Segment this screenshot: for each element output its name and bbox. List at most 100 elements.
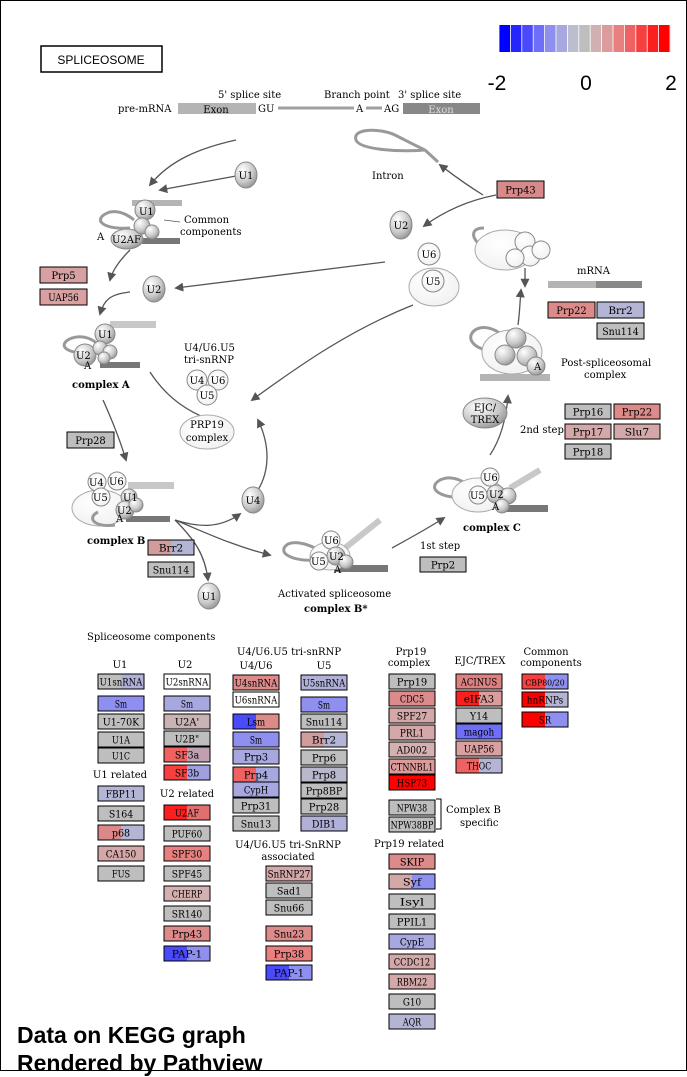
gene-node[interactable]: CypE [388,933,436,950]
gene-node[interactable]: SnRNP27 [265,865,313,882]
gene-node[interactable]: Snu66 [265,899,313,916]
section-u2-related: U2 related [160,789,215,800]
gene-node[interactable]: p68 [97,824,145,841]
gene-node[interactable]: AQR [388,1013,436,1030]
gene-node[interactable]: Snu114 [147,561,195,578]
gene-node[interactable]: Slu7 [613,423,661,440]
gene-node[interactable]: SR140 [163,905,211,922]
gene-node[interactable]: Sm [232,731,280,748]
gene-node[interactable]: Snu114 [596,322,645,340]
gene-box-border [265,899,313,916]
gene-node[interactable]: Snu114 [300,713,348,730]
gene-node[interactable]: DIB1 [300,815,348,832]
gene-node[interactable]: Prp3 [232,748,280,765]
gene-node[interactable]: Isyl [388,893,436,910]
gene-node[interactable]: hnRNPs [521,691,569,708]
gene-node[interactable]: CA150 [97,845,145,862]
gene-node[interactable]: Prp5 [39,266,88,284]
tri-snrnp-line1: U4/U6.U5 [184,343,235,354]
gene-node[interactable]: Snu13 [232,815,280,832]
gene-node[interactable]: UAP56 [455,740,503,757]
gene-node[interactable]: U1-70K [97,713,145,730]
gene-node[interactable]: U2B" [163,730,211,747]
gene-node[interactable]: NPW38BP [388,816,436,833]
gene-node[interactable]: U1C [97,747,145,764]
gene-node[interactable]: Prp17 [564,423,612,440]
gene-node[interactable]: Syf [388,873,436,890]
gene-node[interactable]: PAP-1 [265,964,313,981]
gene-node[interactable]: FUS [97,865,145,882]
gene-node[interactable]: Y14 [455,707,503,724]
gene-node[interactable]: U4snRNA [232,674,280,691]
gene-node[interactable]: CypH [232,781,280,798]
gene-node[interactable]: Prp8 [300,766,348,783]
gene-node[interactable]: U2A' [163,713,211,730]
gene-node[interactable]: G10 [388,993,436,1010]
gene-node[interactable]: CDC5 [388,690,436,707]
gene-node[interactable]: SKIP [388,853,436,870]
u2-snrnp-right [389,210,413,240]
gene-node[interactable]: U1snRNA [97,673,145,690]
gene-node[interactable]: RBM22 [388,973,436,990]
gene-node[interactable]: PPIL1 [388,913,436,930]
gene-node[interactable]: Brr2 [596,301,645,319]
gene-node[interactable]: FBP11 [97,785,145,802]
gene-node[interactable]: Prp18 [564,443,612,460]
gene-node[interactable]: U5snRNA [300,674,348,691]
gene-node[interactable]: magoh [455,723,503,740]
cbs-a-label: A [333,565,342,576]
gene-node[interactable]: AD002 [388,741,436,758]
gene-node[interactable]: CTNNBL1 [388,758,436,775]
gene-node[interactable]: Prp8BP [300,782,348,799]
gene-node[interactable]: Snu23 [265,925,313,942]
complex-b: U4 U6 U5 U1 U2 A complex B [71,471,174,547]
gene-node[interactable]: Prp4 [232,766,280,783]
gene-node[interactable]: S164 [97,805,145,822]
gene-node[interactable]: SR [521,711,569,728]
gene-node[interactable]: Prp16 [564,403,612,420]
gene-label: SPF27 [397,711,427,723]
gene-node[interactable]: Prp22 [547,301,596,319]
gene-node[interactable]: U1A [97,731,145,748]
gene-node[interactable]: SF3a [163,746,211,763]
gene-node[interactable]: Prp19 [388,673,436,690]
gene-node[interactable]: HSP73 [388,774,436,791]
gene-node[interactable]: Prp43 [496,180,545,199]
gene-node[interactable]: UAP56 [39,288,88,306]
gene-node[interactable]: NPW38 [388,799,436,816]
gene-node[interactable]: Brr2 [147,539,195,556]
gene-node[interactable]: U2AF [163,804,211,821]
gene-node[interactable]: Sad1 [265,882,313,899]
gene-node[interactable]: Sm [300,696,348,713]
gene-node[interactable]: SPF27 [388,707,436,724]
gene-node[interactable]: SPF45 [163,865,211,882]
gene-node[interactable]: CCDC12 [388,953,436,970]
gene-box-border [547,301,596,319]
gene-node[interactable]: Prp38 [265,945,313,962]
gene-node[interactable]: Prp31 [232,797,280,814]
gene-color-segment [565,444,611,459]
gene-node[interactable]: eIFA3 [455,690,503,707]
gene-node[interactable]: PAP-1 [163,945,211,962]
gene-node[interactable]: PUF60 [163,825,211,842]
gene-node[interactable]: Prp28 [66,431,115,449]
gene-node[interactable]: Brr2 [300,731,348,748]
gene-node[interactable]: CBP80/20 [521,673,569,690]
gene-node[interactable]: Prp22 [613,403,661,420]
gene-node[interactable]: Prp28 [300,798,348,815]
gene-node[interactable]: U6snRNA [232,691,280,708]
gene-node[interactable]: PRL1 [388,724,436,741]
gene-node[interactable]: SPF30 [163,845,211,862]
gene-node[interactable]: ACINUS [455,673,503,690]
gene-node[interactable]: Prp6 [300,749,348,766]
gene-node[interactable]: Lsm [232,713,280,730]
gene-node[interactable]: Sm [163,695,211,712]
gene-node[interactable]: SF3b [163,764,211,781]
gene-node[interactable]: U2snRNA [163,673,211,690]
gene-node[interactable]: Prp2 [419,556,467,573]
gene-node[interactable]: THOC [455,757,503,774]
gene-node[interactable]: CHERP [163,885,211,902]
gene-node[interactable]: Prp43 [163,925,211,942]
u2-right-label: U2 [394,221,409,232]
gene-node[interactable]: Sm [97,695,145,712]
